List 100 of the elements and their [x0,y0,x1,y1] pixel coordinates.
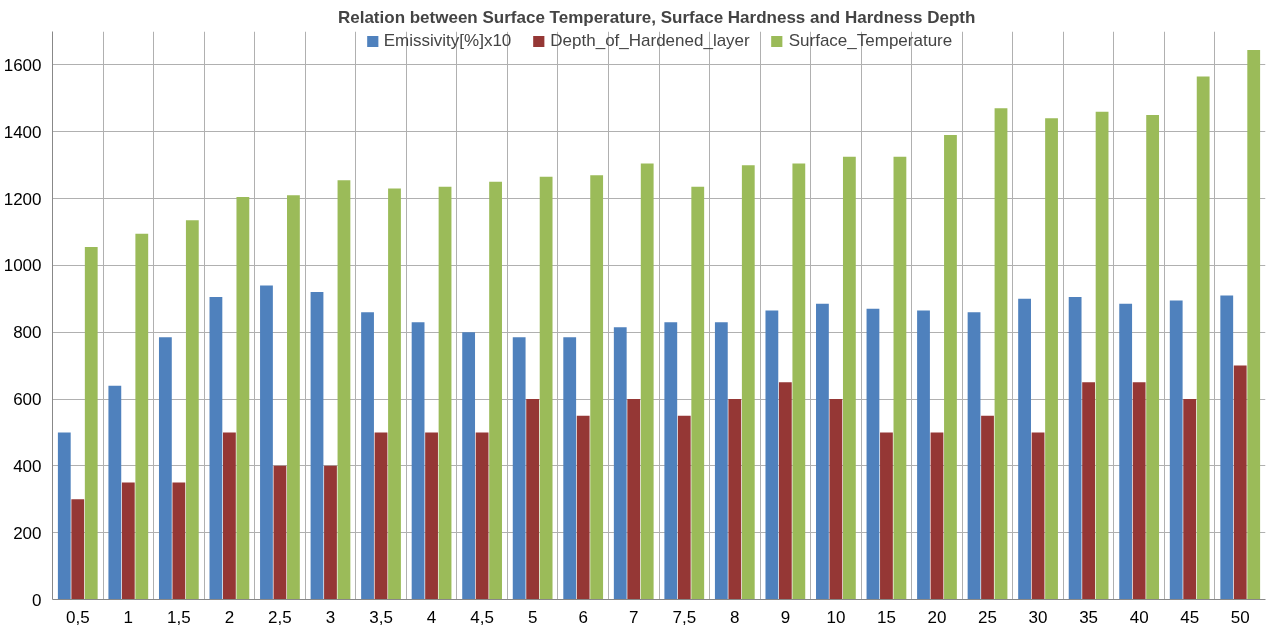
bar [287,195,300,600]
bar [1247,49,1261,600]
x-tick-label: 50 [1230,607,1250,627]
x-tick-label: 15 [876,607,896,627]
bar [590,175,604,600]
bar [893,156,907,600]
bar [576,415,590,600]
bar [981,415,994,600]
bar [967,312,981,600]
bar [1119,303,1133,600]
bar [1169,300,1183,600]
y-tick-label: 400 [13,456,42,476]
bar [664,322,678,600]
x-tick-label: 1,5 [167,607,191,627]
bar [84,247,98,600]
y-tick-label: 600 [13,390,42,410]
bar [714,322,728,600]
bar [108,385,122,600]
bar [1045,118,1058,600]
bar [388,188,401,600]
legend-label: Emissivity[%]x10 [383,31,512,51]
bar [539,176,553,600]
y-tick-label: 1200 [3,189,42,209]
bar [1233,365,1247,600]
bar [677,415,691,600]
x-tick-label: 5 [527,607,538,627]
bar [489,181,502,600]
bar [222,432,236,600]
legend-label: Depth_of_Hardened_layer [550,31,750,51]
bar [930,432,944,600]
x-tick-label: 40 [1129,607,1149,627]
bar [475,432,489,600]
bar [842,156,856,600]
bar [512,337,526,600]
bar [778,382,792,600]
x-tick-label: 4 [426,607,437,627]
bar [917,310,930,600]
y-tick-label: 1000 [3,256,42,276]
bar [640,163,654,600]
bar [1082,382,1096,600]
x-tick-label: 1 [123,607,134,627]
bar [209,297,223,600]
bar [1132,382,1146,600]
bar [374,432,388,600]
x-tick-label: 0,5 [65,607,90,627]
bar [121,482,135,600]
bar [1031,432,1045,600]
bar [425,432,438,600]
bar [613,327,627,600]
bar [866,308,880,600]
x-tick-label: 3 [325,607,336,627]
bar [526,399,540,600]
bar [880,432,893,600]
bar [1068,297,1082,600]
x-tick-label: 9 [780,607,791,627]
bar [765,310,779,600]
y-tick-label: 0 [32,590,42,610]
x-tick-label: 25 [978,607,997,627]
bar [310,292,324,600]
x-tick-label: 4,5 [470,607,494,627]
bar [236,196,250,600]
y-tick-label: 1600 [3,55,42,75]
x-tick-label: 6 [578,607,588,627]
x-tick-label: 35 [1079,607,1099,627]
bar [260,285,273,600]
bar [792,163,806,600]
x-tick-label: 2 [224,607,235,627]
bar [462,332,476,600]
bar [1220,295,1234,600]
bar [1095,111,1109,600]
bar [135,233,149,600]
x-tick-label: 20 [927,607,947,627]
bar [563,337,577,600]
x-tick-label: 30 [1028,607,1048,627]
bar [57,432,71,600]
x-tick-label: 2,5 [268,607,292,627]
bar [273,465,287,600]
x-tick-label: 3,5 [369,607,393,627]
y-tick-label: 200 [13,523,42,543]
x-tick-label: 8 [730,607,740,627]
bar [411,322,425,600]
bar [324,465,337,600]
x-tick-label: 45 [1180,607,1200,627]
bar [1196,76,1210,600]
x-tick-label: 7 [629,607,639,627]
bar [944,135,957,600]
bar [829,399,843,600]
legend-label: Surface_Temperature [788,31,953,51]
bar [438,186,452,600]
bar [1183,399,1197,600]
chart-title: Relation between Surface Temperature, Surface Hardness and Hardness Depth [337,7,976,27]
bar [691,186,705,600]
x-tick-label: 7,5 [672,607,697,627]
bar [337,180,351,600]
y-tick-label: 1400 [3,122,42,142]
bar [741,165,755,600]
bar [816,303,829,600]
bar [728,399,742,600]
bar [1018,298,1031,600]
x-tick-label: 10 [826,607,846,627]
